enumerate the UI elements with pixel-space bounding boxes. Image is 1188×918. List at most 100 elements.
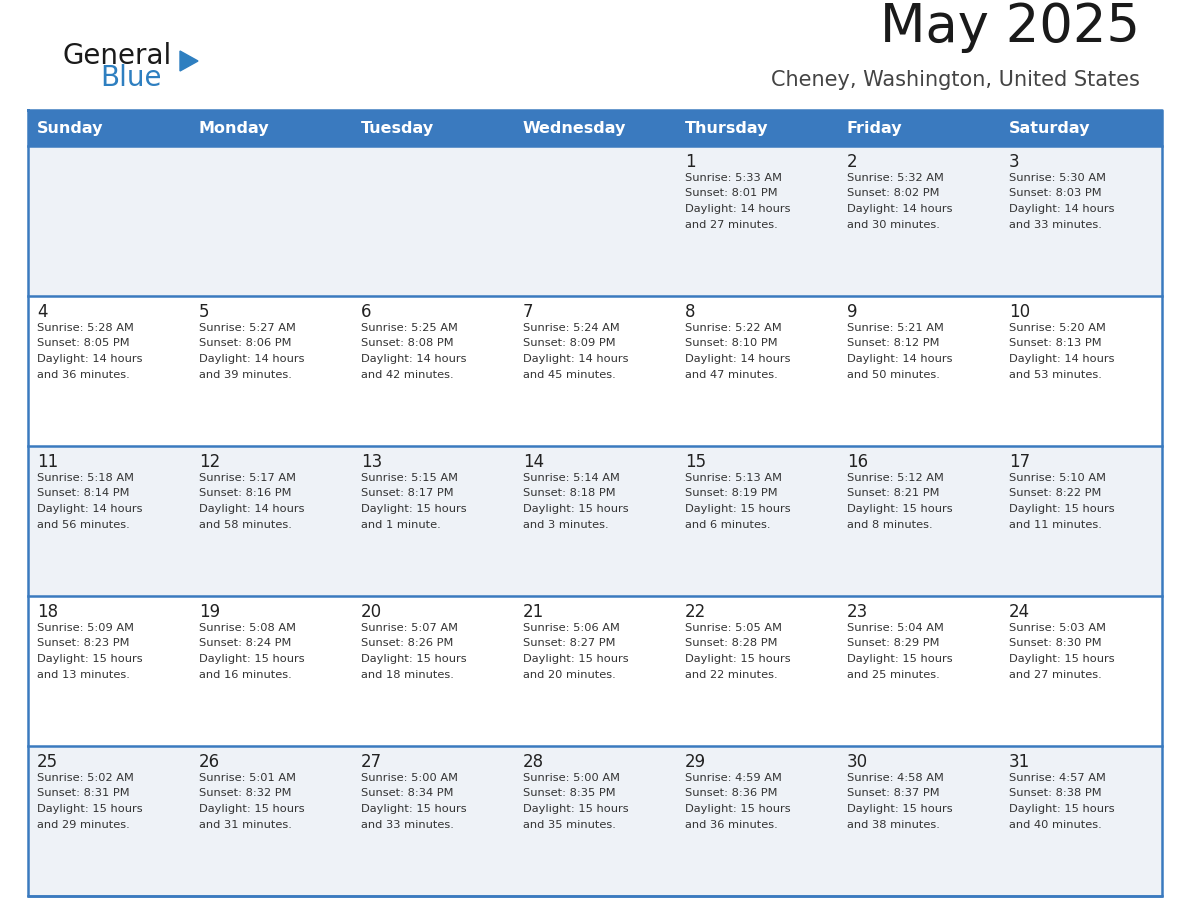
Text: 31: 31 [1009, 753, 1030, 771]
Bar [29, 746, 1162, 896]
Text: and 40 minutes.: and 40 minutes. [1009, 820, 1101, 830]
Text: Sunrise: 5:21 AM: Sunrise: 5:21 AM [847, 323, 944, 333]
Text: Sunrise: 5:24 AM: Sunrise: 5:24 AM [523, 323, 620, 333]
Text: and 11 minutes.: and 11 minutes. [1009, 520, 1102, 530]
Text: Sunset: 8:18 PM: Sunset: 8:18 PM [523, 488, 615, 498]
Text: Sunset: 8:08 PM: Sunset: 8:08 PM [361, 339, 454, 349]
Text: 24: 24 [1009, 603, 1030, 621]
Text: Daylight: 14 hours: Daylight: 14 hours [200, 354, 304, 364]
Text: Blue: Blue [100, 64, 162, 92]
Text: Daylight: 14 hours: Daylight: 14 hours [523, 354, 628, 364]
Text: Sunrise: 4:58 AM: Sunrise: 4:58 AM [847, 773, 944, 783]
Text: and 20 minutes.: and 20 minutes. [523, 669, 615, 679]
Text: and 1 minute.: and 1 minute. [361, 520, 441, 530]
Text: Sunset: 8:03 PM: Sunset: 8:03 PM [1009, 188, 1101, 198]
Text: 12: 12 [200, 453, 220, 471]
Text: Daylight: 15 hours: Daylight: 15 hours [523, 504, 628, 514]
Text: and 42 minutes.: and 42 minutes. [361, 370, 454, 379]
Text: 27: 27 [361, 753, 383, 771]
Text: Sunset: 8:16 PM: Sunset: 8:16 PM [200, 488, 291, 498]
Text: Saturday: Saturday [1009, 120, 1091, 136]
Text: Daylight: 14 hours: Daylight: 14 hours [1009, 204, 1114, 214]
Text: and 45 minutes.: and 45 minutes. [523, 370, 615, 379]
Text: General: General [62, 42, 171, 70]
Text: Sunrise: 5:15 AM: Sunrise: 5:15 AM [361, 473, 459, 483]
Text: Sunset: 8:14 PM: Sunset: 8:14 PM [37, 488, 129, 498]
Text: 1: 1 [685, 153, 696, 171]
Text: 7: 7 [523, 303, 533, 321]
Text: Sunrise: 5:20 AM: Sunrise: 5:20 AM [1009, 323, 1106, 333]
Text: Sunset: 8:12 PM: Sunset: 8:12 PM [847, 339, 940, 349]
Text: 2: 2 [847, 153, 858, 171]
Text: Friday: Friday [847, 120, 903, 136]
Text: Daylight: 14 hours: Daylight: 14 hours [37, 354, 143, 364]
Text: and 38 minutes.: and 38 minutes. [847, 820, 940, 830]
Text: Sunrise: 5:25 AM: Sunrise: 5:25 AM [361, 323, 457, 333]
Text: Daylight: 14 hours: Daylight: 14 hours [1009, 354, 1114, 364]
Text: Daylight: 15 hours: Daylight: 15 hours [685, 504, 791, 514]
Text: Daylight: 15 hours: Daylight: 15 hours [847, 654, 953, 664]
Text: Sunrise: 5:08 AM: Sunrise: 5:08 AM [200, 623, 296, 633]
Text: Daylight: 14 hours: Daylight: 14 hours [37, 504, 143, 514]
Text: and 25 minutes.: and 25 minutes. [847, 669, 940, 679]
Text: Daylight: 15 hours: Daylight: 15 hours [1009, 804, 1114, 814]
Text: Sunset: 8:24 PM: Sunset: 8:24 PM [200, 639, 291, 648]
Bar [29, 446, 1162, 596]
Text: Sunset: 8:26 PM: Sunset: 8:26 PM [361, 639, 454, 648]
Text: 14: 14 [523, 453, 544, 471]
Text: 19: 19 [200, 603, 220, 621]
Text: Daylight: 15 hours: Daylight: 15 hours [1009, 654, 1114, 664]
Text: Sunrise: 5:18 AM: Sunrise: 5:18 AM [37, 473, 134, 483]
Text: Monday: Monday [200, 120, 270, 136]
Text: Daylight: 15 hours: Daylight: 15 hours [361, 654, 467, 664]
Text: Daylight: 15 hours: Daylight: 15 hours [361, 504, 467, 514]
Text: Sunrise: 5:33 AM: Sunrise: 5:33 AM [685, 173, 782, 183]
Text: Sunrise: 5:01 AM: Sunrise: 5:01 AM [200, 773, 296, 783]
Text: Sunrise: 4:57 AM: Sunrise: 4:57 AM [1009, 773, 1106, 783]
Text: Sunrise: 5:09 AM: Sunrise: 5:09 AM [37, 623, 134, 633]
Text: Sunrise: 4:59 AM: Sunrise: 4:59 AM [685, 773, 782, 783]
Text: Sunset: 8:06 PM: Sunset: 8:06 PM [200, 339, 291, 349]
Text: Thursday: Thursday [685, 120, 769, 136]
Text: and 36 minutes.: and 36 minutes. [685, 820, 778, 830]
Text: Sunset: 8:28 PM: Sunset: 8:28 PM [685, 639, 777, 648]
Text: 16: 16 [847, 453, 868, 471]
Text: Sunrise: 5:14 AM: Sunrise: 5:14 AM [523, 473, 620, 483]
Text: Sunset: 8:32 PM: Sunset: 8:32 PM [200, 789, 291, 799]
Text: Daylight: 14 hours: Daylight: 14 hours [685, 354, 790, 364]
Text: 11: 11 [37, 453, 58, 471]
Text: Sunset: 8:09 PM: Sunset: 8:09 PM [523, 339, 615, 349]
Text: and 53 minutes.: and 53 minutes. [1009, 370, 1102, 379]
Text: Sunset: 8:19 PM: Sunset: 8:19 PM [685, 488, 778, 498]
Text: 3: 3 [1009, 153, 1019, 171]
Text: Sunset: 8:36 PM: Sunset: 8:36 PM [685, 789, 777, 799]
Text: Daylight: 15 hours: Daylight: 15 hours [37, 654, 143, 664]
Text: Daylight: 14 hours: Daylight: 14 hours [685, 204, 790, 214]
Text: 30: 30 [847, 753, 868, 771]
Text: 28: 28 [523, 753, 544, 771]
Text: Sunrise: 5:13 AM: Sunrise: 5:13 AM [685, 473, 782, 483]
Text: and 31 minutes.: and 31 minutes. [200, 820, 292, 830]
Text: Sunset: 8:22 PM: Sunset: 8:22 PM [1009, 488, 1101, 498]
Text: 4: 4 [37, 303, 48, 321]
Text: Sunset: 8:01 PM: Sunset: 8:01 PM [685, 188, 778, 198]
Text: and 56 minutes.: and 56 minutes. [37, 520, 129, 530]
Text: Wednesday: Wednesday [523, 120, 626, 136]
Text: and 27 minutes.: and 27 minutes. [685, 219, 778, 230]
Text: Sunrise: 5:04 AM: Sunrise: 5:04 AM [847, 623, 944, 633]
Text: Daylight: 15 hours: Daylight: 15 hours [685, 804, 791, 814]
Text: Daylight: 14 hours: Daylight: 14 hours [847, 204, 953, 214]
Text: and 36 minutes.: and 36 minutes. [37, 370, 129, 379]
Text: Daylight: 14 hours: Daylight: 14 hours [200, 504, 304, 514]
Bar [29, 146, 1162, 296]
Text: Sunset: 8:02 PM: Sunset: 8:02 PM [847, 188, 940, 198]
Text: and 3 minutes.: and 3 minutes. [523, 520, 608, 530]
Text: 23: 23 [847, 603, 868, 621]
Text: 13: 13 [361, 453, 383, 471]
Text: Sunrise: 5:00 AM: Sunrise: 5:00 AM [523, 773, 620, 783]
Text: Sunrise: 5:27 AM: Sunrise: 5:27 AM [200, 323, 296, 333]
Text: Daylight: 15 hours: Daylight: 15 hours [523, 654, 628, 664]
Text: and 47 minutes.: and 47 minutes. [685, 370, 778, 379]
Polygon shape [181, 51, 198, 71]
Text: Daylight: 15 hours: Daylight: 15 hours [523, 804, 628, 814]
